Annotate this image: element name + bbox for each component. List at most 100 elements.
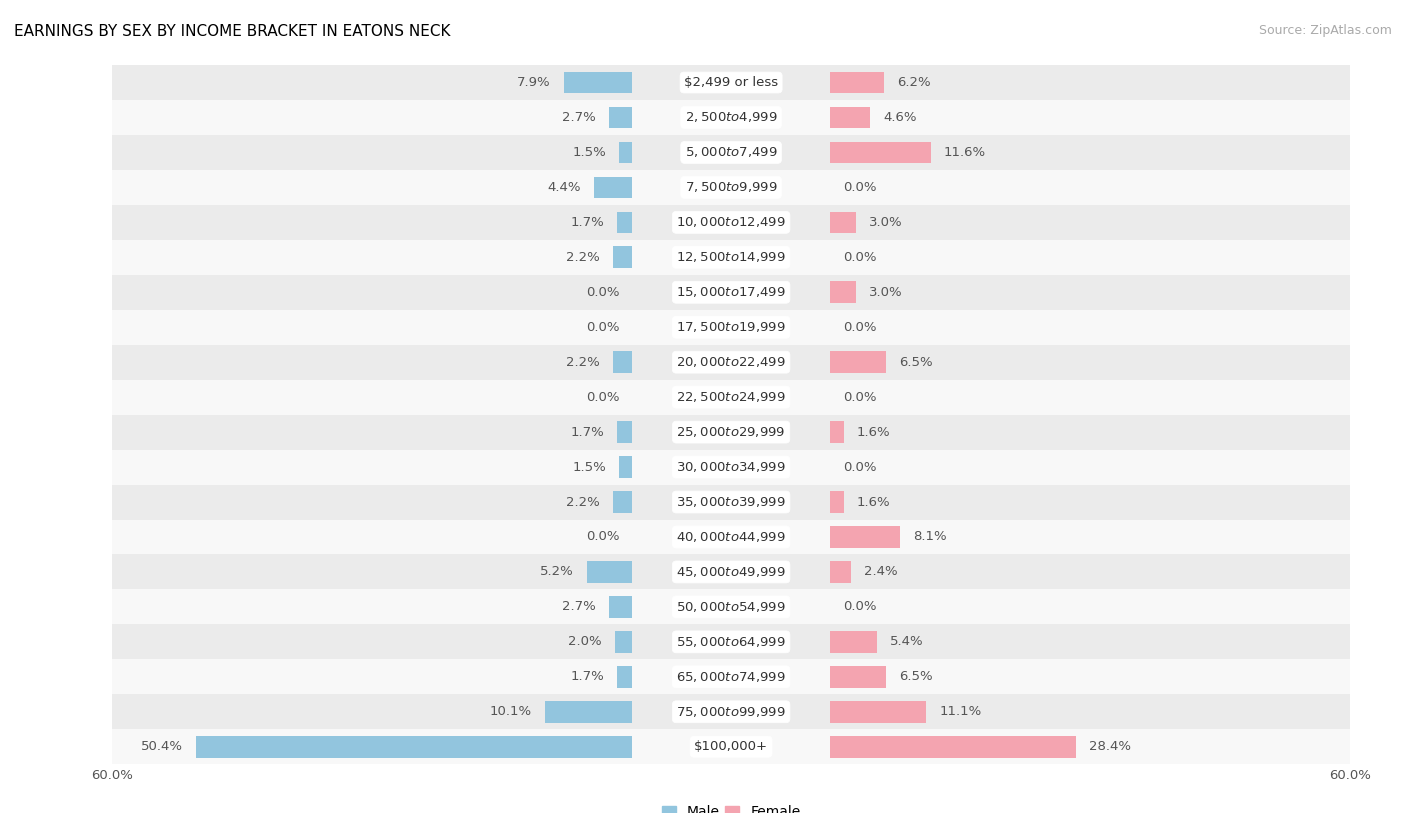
Text: 0.0%: 0.0% [586, 391, 619, 403]
Text: 0.0%: 0.0% [844, 251, 876, 263]
Bar [633, 624, 830, 659]
Bar [830, 659, 1350, 694]
Bar [633, 554, 830, 589]
Bar [830, 310, 1350, 345]
Bar [112, 520, 633, 554]
Text: 1.7%: 1.7% [571, 671, 605, 683]
Bar [112, 100, 633, 135]
Bar [830, 281, 856, 303]
Bar [830, 520, 1350, 554]
Bar [112, 240, 633, 275]
Text: 2.2%: 2.2% [567, 356, 600, 368]
Bar [830, 415, 1350, 450]
Text: $5,000 to $7,499: $5,000 to $7,499 [685, 146, 778, 159]
Text: 2.2%: 2.2% [567, 251, 600, 263]
Bar [112, 135, 633, 170]
Text: $12,500 to $14,999: $12,500 to $14,999 [676, 250, 786, 264]
Bar [830, 631, 877, 653]
Bar [112, 554, 633, 589]
Bar [609, 107, 633, 128]
Bar [830, 624, 1350, 659]
Bar [112, 275, 633, 310]
Bar [633, 415, 830, 450]
Text: 11.6%: 11.6% [943, 146, 986, 159]
Bar [830, 351, 886, 373]
Text: $75,000 to $99,999: $75,000 to $99,999 [676, 705, 786, 719]
Text: $30,000 to $34,999: $30,000 to $34,999 [676, 460, 786, 474]
Text: 50.4%: 50.4% [141, 741, 183, 753]
Bar [830, 211, 856, 233]
Text: $22,500 to $24,999: $22,500 to $24,999 [676, 390, 786, 404]
Bar [609, 596, 633, 618]
Bar [830, 561, 851, 583]
Bar [830, 701, 927, 723]
Bar [112, 380, 633, 415]
Text: $20,000 to $22,499: $20,000 to $22,499 [676, 355, 786, 369]
Bar [564, 72, 633, 93]
Text: $10,000 to $12,499: $10,000 to $12,499 [676, 215, 786, 229]
Bar [617, 421, 633, 443]
Bar [830, 736, 1076, 758]
Bar [830, 491, 844, 513]
Bar [633, 729, 830, 764]
Bar [830, 485, 1350, 520]
Bar [544, 701, 633, 723]
Bar [830, 694, 1350, 729]
Bar [633, 310, 830, 345]
Text: 5.2%: 5.2% [540, 566, 574, 578]
Text: 0.0%: 0.0% [844, 181, 876, 193]
Bar [112, 170, 633, 205]
Bar [112, 729, 633, 764]
Bar [633, 659, 830, 694]
Text: $2,500 to $4,999: $2,500 to $4,999 [685, 111, 778, 124]
Text: 6.5%: 6.5% [900, 356, 934, 368]
Bar [588, 561, 633, 583]
Text: 0.0%: 0.0% [844, 601, 876, 613]
Bar [633, 205, 830, 240]
Bar [112, 310, 633, 345]
Bar [112, 345, 633, 380]
Bar [112, 415, 633, 450]
Bar [830, 345, 1350, 380]
Text: 1.5%: 1.5% [572, 146, 606, 159]
Bar [830, 141, 931, 163]
Bar [830, 135, 1350, 170]
Bar [633, 345, 830, 380]
Text: $7,500 to $9,999: $7,500 to $9,999 [685, 180, 778, 194]
Text: 28.4%: 28.4% [1090, 741, 1130, 753]
Bar [830, 275, 1350, 310]
Bar [613, 491, 633, 513]
Bar [613, 246, 633, 268]
Bar [617, 666, 633, 688]
Bar [195, 736, 633, 758]
Text: $40,000 to $44,999: $40,000 to $44,999 [676, 530, 786, 544]
Text: 7.9%: 7.9% [517, 76, 551, 89]
Bar [830, 526, 900, 548]
Text: 1.6%: 1.6% [856, 426, 890, 438]
Text: EARNINGS BY SEX BY INCOME BRACKET IN EATONS NECK: EARNINGS BY SEX BY INCOME BRACKET IN EAT… [14, 24, 450, 39]
Bar [613, 351, 633, 373]
Text: 0.0%: 0.0% [586, 321, 619, 333]
Bar [830, 450, 1350, 485]
Text: 1.5%: 1.5% [572, 461, 606, 473]
Bar [633, 485, 830, 520]
Bar [614, 631, 633, 653]
Text: $100,000+: $100,000+ [695, 741, 768, 753]
Text: $65,000 to $74,999: $65,000 to $74,999 [676, 670, 786, 684]
Bar [830, 205, 1350, 240]
Bar [112, 485, 633, 520]
Bar [830, 589, 1350, 624]
Text: Source: ZipAtlas.com: Source: ZipAtlas.com [1258, 24, 1392, 37]
Text: 6.5%: 6.5% [900, 671, 934, 683]
Bar [619, 141, 633, 163]
Bar [633, 694, 830, 729]
Bar [830, 380, 1350, 415]
Text: $35,000 to $39,999: $35,000 to $39,999 [676, 495, 786, 509]
Bar [830, 666, 886, 688]
Text: 0.0%: 0.0% [586, 531, 619, 543]
Bar [633, 135, 830, 170]
Text: 3.0%: 3.0% [869, 216, 903, 228]
Bar [633, 275, 830, 310]
Bar [830, 421, 844, 443]
Text: $15,000 to $17,499: $15,000 to $17,499 [676, 285, 786, 299]
